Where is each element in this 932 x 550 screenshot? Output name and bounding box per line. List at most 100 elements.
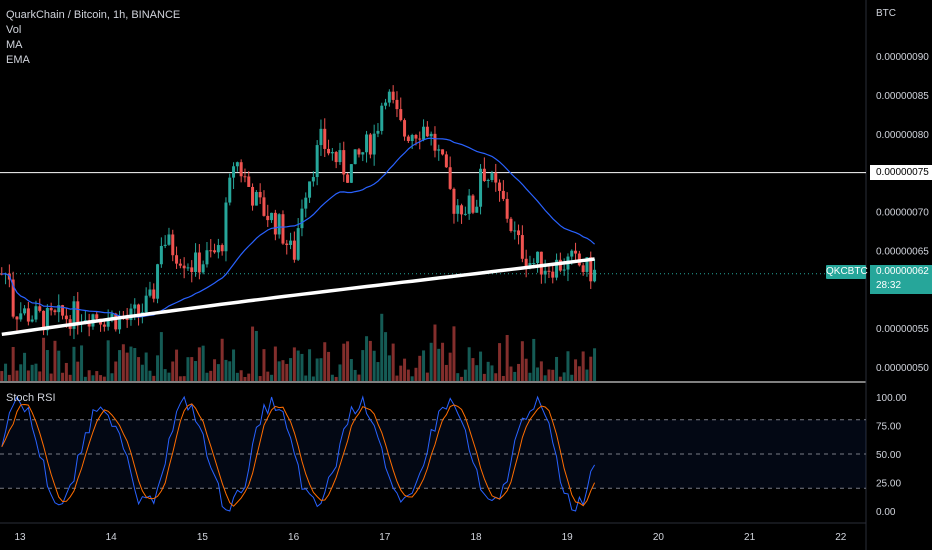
candle-body bbox=[289, 240, 293, 245]
volume-bar bbox=[61, 372, 65, 381]
volume-bar bbox=[406, 369, 410, 381]
volume-bar bbox=[562, 372, 566, 381]
time-tick-label: 22 bbox=[835, 532, 847, 543]
volume-bar bbox=[380, 313, 384, 381]
volume-bar bbox=[144, 352, 148, 381]
volume-bar bbox=[384, 332, 388, 381]
candle-body bbox=[281, 214, 285, 244]
candle-body bbox=[243, 176, 247, 178]
volume-bar bbox=[228, 361, 232, 381]
volume-bar bbox=[292, 347, 296, 381]
candle-body bbox=[42, 310, 46, 331]
volume-bar bbox=[330, 374, 334, 381]
candle-body bbox=[311, 177, 315, 182]
indicator-ema[interactable]: EMA bbox=[6, 54, 30, 66]
volume-bar bbox=[444, 364, 448, 381]
candle-body bbox=[505, 198, 509, 219]
candle-body bbox=[422, 126, 426, 140]
candle-body bbox=[64, 315, 68, 320]
volume-bar bbox=[114, 361, 118, 381]
candle-body bbox=[285, 243, 289, 245]
candle-body bbox=[433, 133, 437, 151]
indicator-vol[interactable]: Vol bbox=[6, 24, 22, 36]
candle-body bbox=[429, 133, 433, 137]
volume-bar bbox=[425, 372, 429, 381]
volume-bar bbox=[251, 326, 255, 381]
volume-bar bbox=[140, 364, 144, 381]
volume-bar bbox=[429, 342, 433, 381]
volume-bar bbox=[118, 350, 122, 381]
indicator-ma[interactable]: MA bbox=[6, 39, 23, 51]
volume-bar bbox=[555, 356, 559, 381]
candle-body bbox=[167, 234, 171, 245]
candle-body bbox=[175, 255, 179, 264]
candle-body bbox=[0, 273, 4, 275]
volume-bar bbox=[349, 359, 353, 381]
volume-bar bbox=[266, 371, 270, 381]
candle-body bbox=[220, 245, 224, 252]
candle-body bbox=[406, 136, 410, 142]
volume-bar bbox=[532, 338, 536, 381]
candle-body bbox=[494, 172, 498, 183]
volume-bar bbox=[593, 348, 597, 381]
volume-bar bbox=[334, 376, 338, 381]
volume-bar bbox=[273, 346, 277, 381]
candle-body bbox=[463, 213, 467, 215]
candle-body bbox=[38, 306, 42, 311]
rsi-tick-label: 0.00 bbox=[876, 507, 896, 518]
time-tick-label: 21 bbox=[744, 532, 756, 543]
volume-bar bbox=[475, 365, 479, 381]
candle-body bbox=[11, 279, 15, 317]
time-tick-label: 13 bbox=[14, 532, 26, 543]
volume-bar bbox=[171, 361, 175, 381]
price-tick-label: 0.00000065 bbox=[876, 246, 929, 257]
candle-body bbox=[539, 251, 543, 275]
candle-body bbox=[247, 176, 251, 187]
volume-bar bbox=[501, 375, 505, 381]
candle-body bbox=[178, 263, 182, 266]
volume-bar bbox=[372, 350, 376, 381]
volume-bar bbox=[536, 367, 540, 381]
candle-body bbox=[399, 109, 403, 121]
horizontal-line-price-label[interactable]: 0.00000075 bbox=[870, 165, 932, 180]
candle-body bbox=[376, 130, 380, 134]
candle-body bbox=[277, 214, 281, 235]
candle-body bbox=[327, 148, 331, 154]
volume-bar bbox=[0, 371, 4, 381]
volume-bar bbox=[558, 376, 562, 381]
volume-bar bbox=[258, 376, 262, 381]
volume-bar bbox=[186, 357, 190, 381]
volume-bar bbox=[190, 357, 194, 381]
rsi-tick-label: 75.00 bbox=[876, 422, 901, 433]
volume-bar bbox=[11, 346, 15, 381]
volume-bar bbox=[357, 374, 361, 381]
candle-body bbox=[403, 120, 407, 137]
volume-bar bbox=[7, 374, 11, 381]
volume-bar bbox=[338, 364, 342, 381]
candle-body bbox=[201, 264, 205, 273]
volume-bar bbox=[323, 342, 327, 381]
candle-body bbox=[45, 307, 49, 331]
volume-bar bbox=[194, 361, 198, 381]
volume-bar bbox=[182, 376, 186, 381]
candle-body bbox=[551, 271, 555, 278]
volume-bar bbox=[490, 365, 494, 381]
candle-body bbox=[270, 212, 274, 221]
candle-body bbox=[308, 181, 312, 198]
time-tick-label: 19 bbox=[562, 532, 574, 543]
volume-bar bbox=[403, 358, 407, 381]
candle-body bbox=[194, 252, 198, 272]
candle-body bbox=[532, 262, 536, 264]
candle-body bbox=[186, 267, 190, 269]
candle-body bbox=[589, 257, 593, 282]
candle-body bbox=[547, 270, 551, 272]
volume-bar bbox=[353, 369, 357, 381]
volume-bar bbox=[19, 364, 23, 381]
volume-bar bbox=[26, 370, 30, 381]
candle-body bbox=[118, 315, 122, 330]
volume-bar bbox=[414, 367, 418, 381]
candle-body bbox=[239, 162, 243, 177]
candle-body bbox=[501, 190, 505, 199]
